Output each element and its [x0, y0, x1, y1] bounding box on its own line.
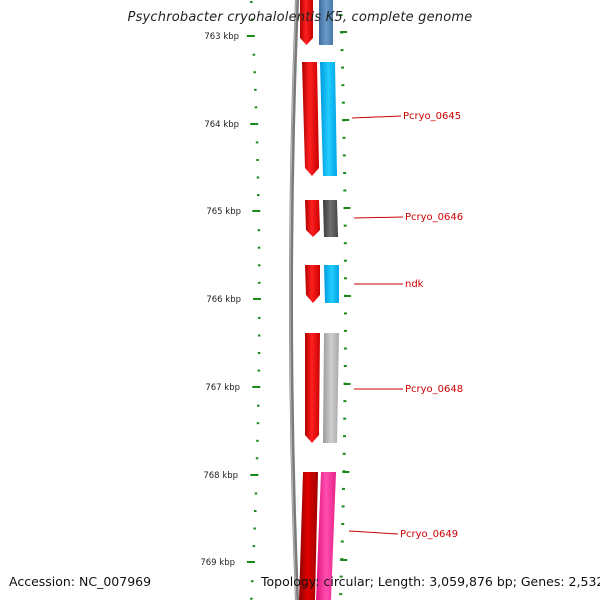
gene-cog-bar — [323, 200, 338, 237]
gene-label[interactable]: Pcryo_0645 — [403, 111, 461, 122]
gene-strand-arrow — [299, 472, 318, 600]
axis-tick-label: 769 kbp — [200, 558, 235, 568]
gene-label-group[interactable]: ndk — [354, 279, 424, 290]
gene-label-leader — [351, 115, 402, 119]
gene-tracks — [299, 0, 339, 600]
gene-label[interactable]: Pcryo_0646 — [405, 212, 463, 223]
gene-feature[interactable] — [302, 62, 337, 176]
axis-tick-label: 767 kbp — [205, 383, 240, 393]
gene-cog-bar — [323, 333, 339, 443]
genome-backbone-highlight — [289, 0, 297, 600]
axis-tick-label: 766 kbp — [206, 295, 241, 305]
gene-label[interactable]: Pcryo_0648 — [405, 384, 463, 395]
gene-label-group[interactable]: Pcryo_0646 — [353, 212, 463, 223]
axis-labels: 763 kbp 764 kbp 765 kbp 766 kbp 767 kbp … — [200, 32, 241, 568]
gene-strand-arrow — [305, 200, 320, 237]
gene-cog-bar — [319, 0, 333, 45]
accession-text: Accession: NC_007969 — [9, 574, 152, 589]
gene-feature[interactable] — [305, 265, 339, 303]
gene-feature[interactable] — [305, 200, 338, 237]
gene-cog-bar — [316, 472, 336, 600]
gene-label[interactable]: ndk — [405, 279, 424, 290]
axis-tick-label: 768 kbp — [203, 471, 238, 481]
gene-strand-arrow — [305, 333, 320, 443]
gene-label[interactable]: Pcryo_0649 — [400, 529, 458, 540]
genome-summary-text: Topology: circular; Length: 3,059,876 bp… — [261, 574, 600, 589]
gene-strand-arrow — [305, 265, 320, 303]
gene-label-group[interactable]: Pcryo_0648 — [354, 384, 463, 395]
gene-label-group[interactable]: Pcryo_0645 — [351, 111, 461, 122]
axis-ticks — [246, 1, 261, 600]
gene-feature[interactable] — [300, 0, 333, 45]
map-title: Psychrobacter cryohalolentis K5, complet… — [127, 10, 473, 25]
gene-strand-arrow — [302, 62, 319, 176]
gene-strand-arrow — [300, 0, 313, 45]
gene-feature[interactable] — [299, 472, 336, 600]
genome-backbone — [289, 0, 299, 600]
gene-cog-bar — [320, 62, 337, 176]
gene-labels: Pcryo_0645 Pcryo_0646 ndk Pcryo_0648 Pcr… — [348, 111, 463, 540]
gene-label-leader — [348, 530, 399, 535]
right-ticks — [339, 14, 351, 596]
gene-cog-bar — [324, 265, 339, 303]
axis-tick-label: 764 kbp — [204, 120, 239, 130]
gene-feature[interactable] — [305, 333, 339, 443]
axis-tick-label: 765 kbp — [206, 207, 241, 217]
gene-label-leader — [353, 216, 404, 219]
gene-label-group[interactable]: Pcryo_0649 — [348, 529, 458, 540]
axis-tick-label: 763 kbp — [204, 32, 239, 42]
